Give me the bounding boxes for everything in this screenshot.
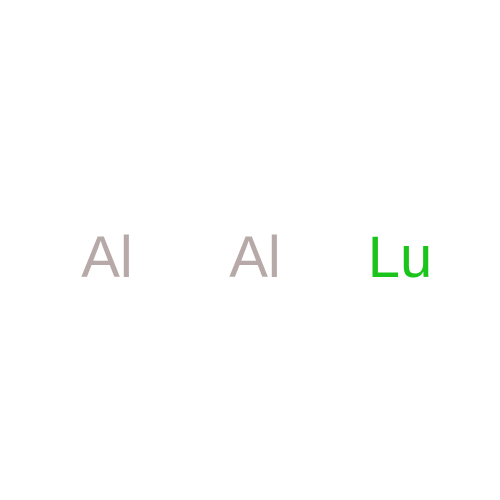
atom-lu-1: Lu [368,229,433,287]
chemical-structure-canvas: Al Al Lu [0,0,500,500]
atom-al-1: Al [81,229,133,287]
atom-al-2: Al [229,229,281,287]
